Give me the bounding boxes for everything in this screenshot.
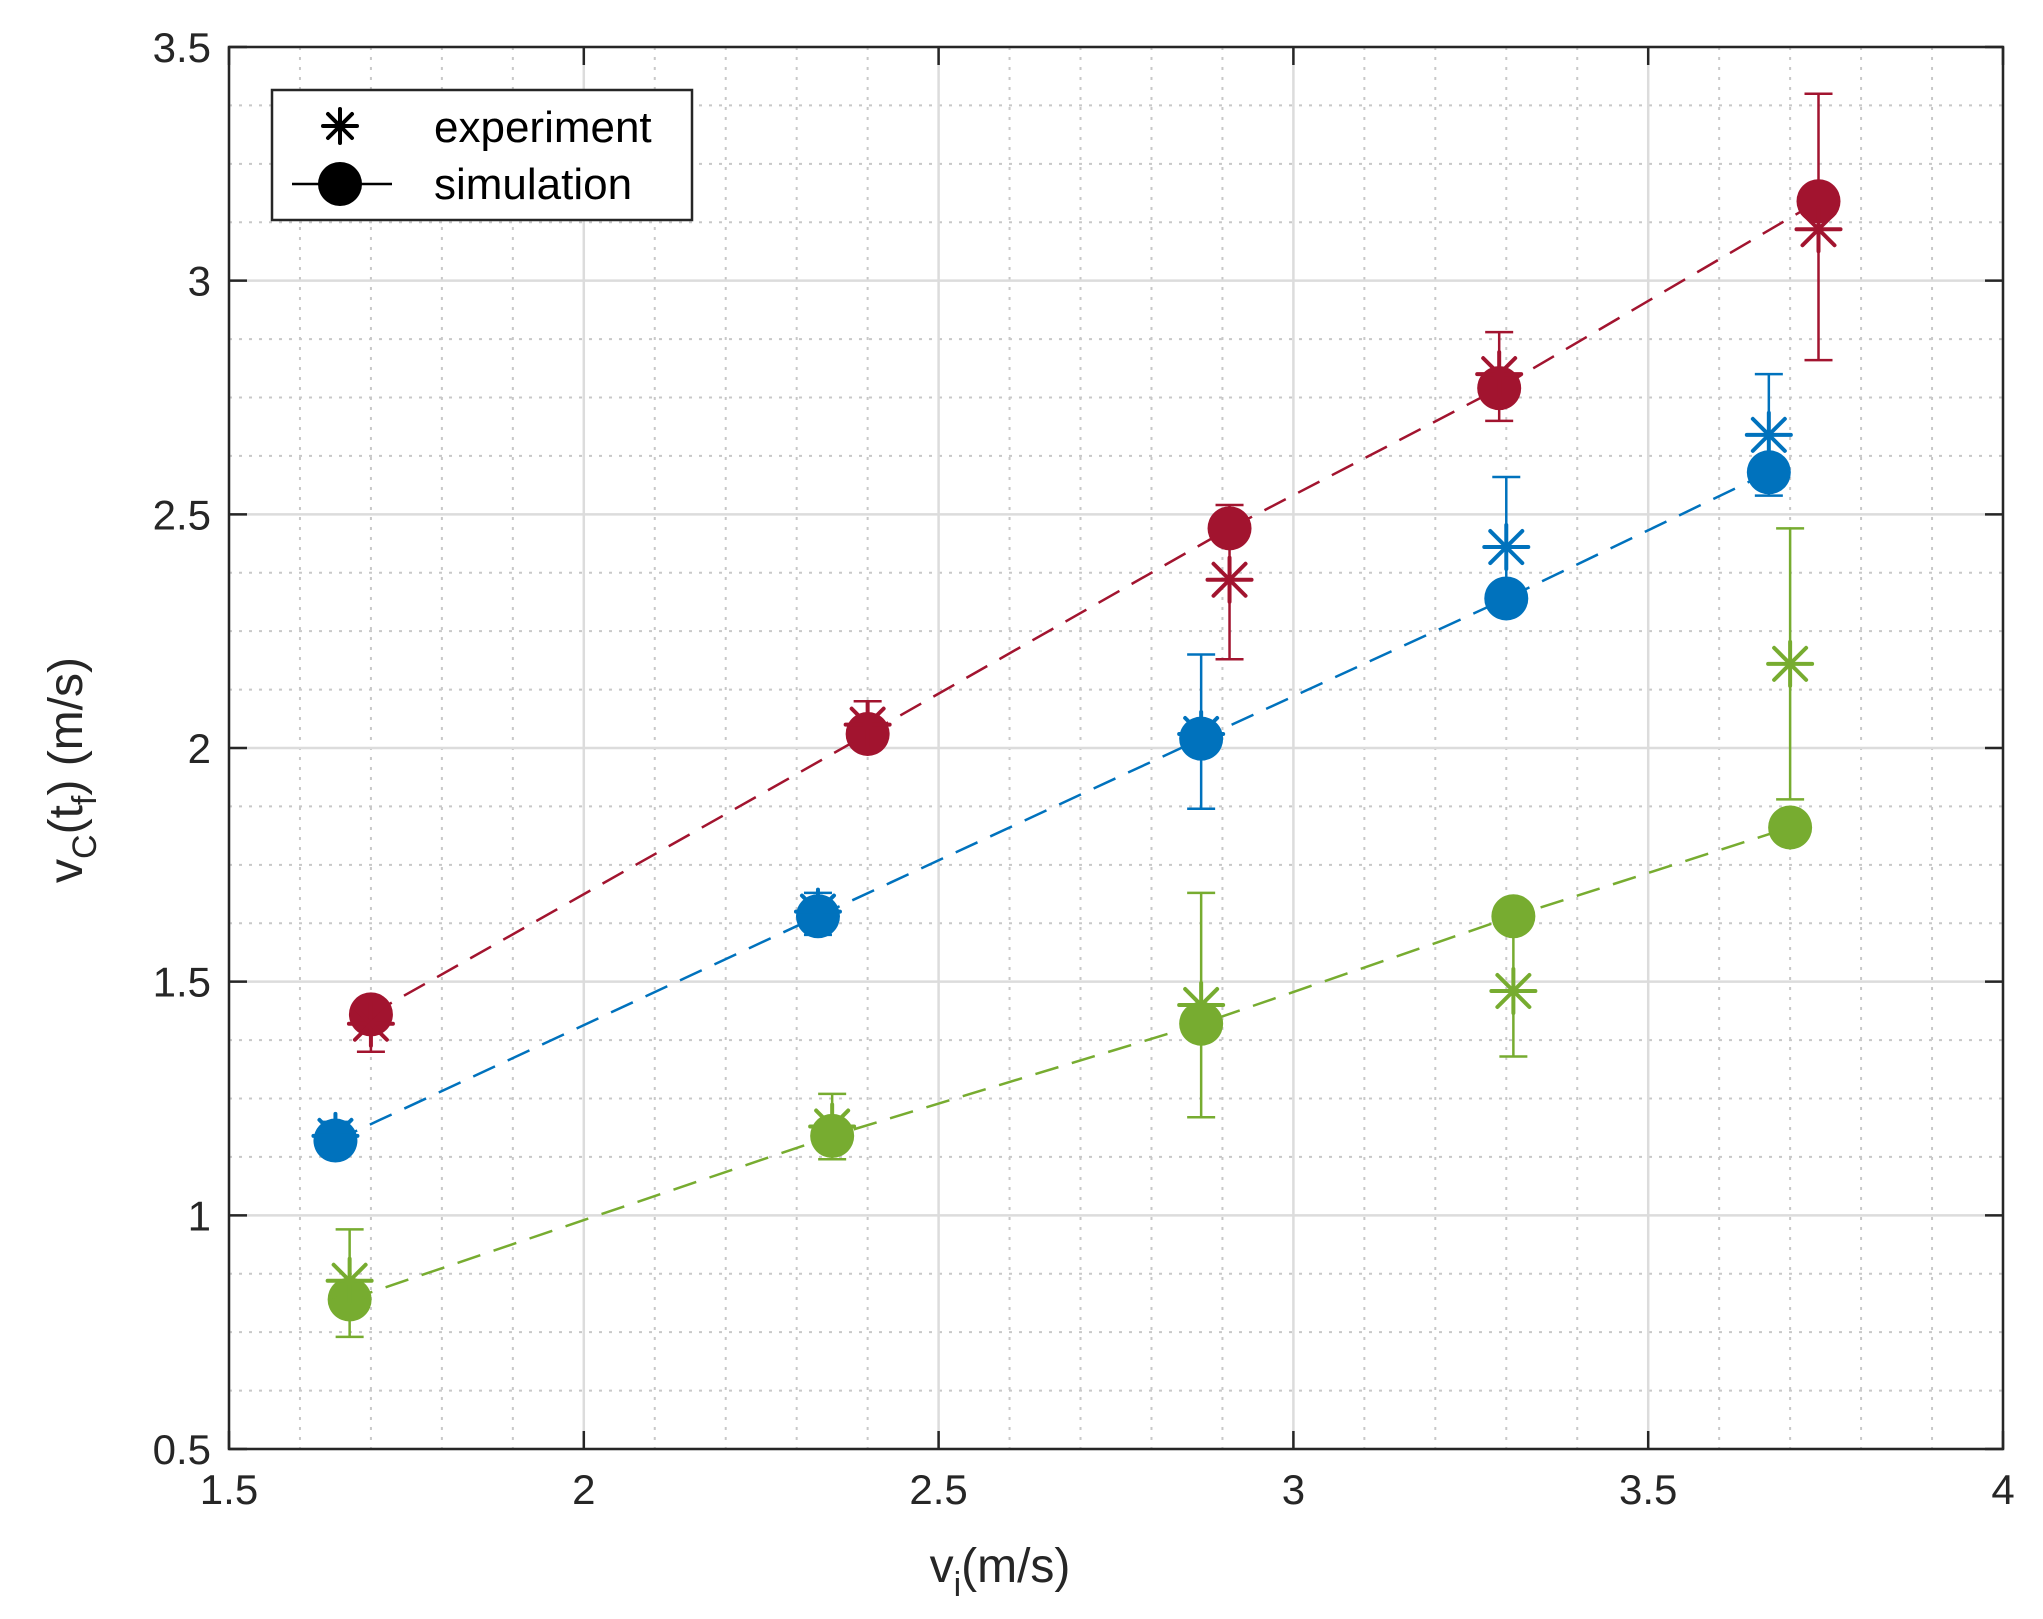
y-tick-label: 3 bbox=[188, 258, 211, 305]
fit-line-red bbox=[370, 200, 1820, 1016]
y-label-sub1: C bbox=[66, 834, 104, 859]
asterisk-stroke bbox=[1488, 529, 1525, 566]
x-tick-label: 3 bbox=[1282, 1466, 1305, 1513]
legend: experiment simulation bbox=[270, 88, 694, 222]
asterisk-stroke bbox=[1772, 645, 1809, 682]
experiment-point-blue bbox=[1482, 523, 1531, 572]
x-label-sub: i bbox=[954, 1566, 962, 1604]
asterisk-stroke bbox=[1495, 973, 1532, 1010]
y-tick-label: 2 bbox=[188, 725, 211, 772]
asterisk-stroke bbox=[849, 706, 886, 743]
experiment-point-green bbox=[1489, 967, 1538, 1016]
asterisk-stroke bbox=[1750, 416, 1787, 453]
asterisk-stroke bbox=[1800, 211, 1837, 248]
asterisk-stroke bbox=[1211, 561, 1248, 598]
asterisk-stroke bbox=[352, 1005, 389, 1042]
y-tick-label: 3.5 bbox=[153, 24, 211, 71]
simulation-point-green bbox=[1768, 805, 1813, 850]
asterisk-stroke bbox=[1183, 987, 1220, 1024]
asterisk-stroke bbox=[1183, 715, 1220, 752]
x-tick-label: 3.5 bbox=[1619, 1466, 1677, 1513]
tick-labels: 1.5 2 2.5 3 3.5 4 0.5 1 1.5 2 2.5 3 3.5 bbox=[153, 24, 2015, 1513]
legend-simulation-marker-icon bbox=[292, 162, 392, 206]
asterisk-stroke bbox=[317, 1117, 354, 1154]
y-label-sub2: f bbox=[66, 795, 104, 805]
simulation-point-red bbox=[1207, 506, 1252, 551]
simulation-point-red bbox=[1796, 179, 1841, 224]
x-tick-label: 1.5 bbox=[200, 1466, 258, 1513]
experiment-point-blue bbox=[793, 887, 842, 936]
y-tick-label: 2.5 bbox=[153, 491, 211, 538]
y-tick-label: 1 bbox=[188, 1192, 211, 1239]
y-label-mid: (t bbox=[40, 805, 93, 834]
experiment-point-blue bbox=[1744, 410, 1793, 459]
y-tick-label: 0.5 bbox=[153, 1426, 211, 1473]
simulation-point-green bbox=[1491, 894, 1536, 939]
asterisk-stroke bbox=[799, 893, 836, 930]
x-tick-label: 4 bbox=[1991, 1466, 2014, 1513]
y-tick-label: 1.5 bbox=[153, 959, 211, 1006]
experiment-point-blue bbox=[311, 1111, 360, 1160]
y-label-base: v bbox=[40, 859, 93, 883]
experiment-point-green bbox=[808, 1102, 857, 1151]
axes bbox=[227, 45, 2005, 1451]
experiment-point-green bbox=[325, 1256, 374, 1305]
simulation-point-blue bbox=[1484, 576, 1529, 621]
x-tick-label: 2 bbox=[572, 1466, 595, 1513]
x-axis-label: vi(m/s) bbox=[930, 1540, 1071, 1604]
experiment-point-green bbox=[1177, 981, 1226, 1030]
experiment-markers bbox=[311, 205, 1843, 1305]
experiment-point-red bbox=[1205, 555, 1254, 604]
x-label-suffix: (m/s) bbox=[961, 1540, 1070, 1593]
legend-simulation-label: simulation bbox=[434, 160, 632, 209]
experiment-point-blue bbox=[1177, 709, 1226, 758]
experiment-point-red bbox=[1794, 205, 1843, 254]
x-tick-label: 2.5 bbox=[909, 1466, 967, 1513]
legend-experiment-label: experiment bbox=[434, 103, 652, 152]
simulation-point-blue bbox=[1746, 450, 1791, 495]
asterisk-stroke bbox=[1481, 356, 1518, 393]
asterisk-stroke bbox=[814, 1108, 851, 1145]
experiment-point-green bbox=[1766, 639, 1815, 688]
experiment-point-red bbox=[346, 999, 395, 1048]
legend-experiment-marker-icon bbox=[321, 107, 359, 145]
y-axis-label: vC(tf) (m/s) bbox=[40, 657, 104, 883]
y-label-suffix: ) (m/s) bbox=[40, 657, 93, 796]
experiment-point-red bbox=[1475, 350, 1524, 399]
asterisk-stroke bbox=[331, 1262, 368, 1299]
x-label-base: v bbox=[930, 1540, 954, 1593]
experiment-point-red bbox=[843, 700, 892, 749]
